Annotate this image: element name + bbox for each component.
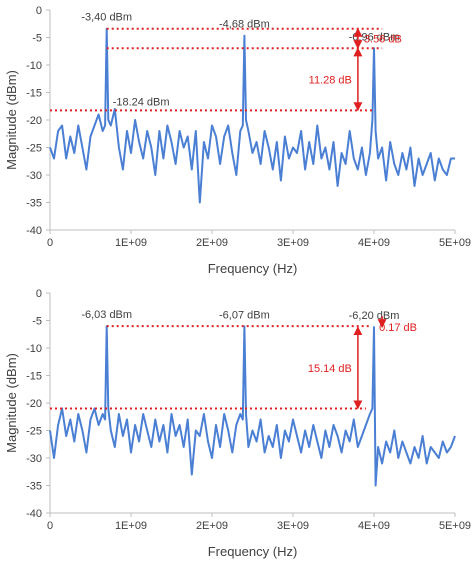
- y-tick-label: -35: [26, 198, 42, 210]
- y-tick-label: -25: [26, 426, 42, 438]
- x-axis-title: Frequency (Hz): [208, 261, 298, 276]
- y-tick-label: -5: [32, 33, 42, 45]
- y-tick-label: -40: [26, 508, 42, 520]
- x-tick-label: 3E+09: [277, 520, 309, 532]
- y-tick-label: -30: [26, 170, 42, 182]
- spectrum-series-line: [50, 29, 455, 203]
- y-axis-title: Magnitude (dBm): [4, 70, 19, 170]
- x-tick-label: 2E+09: [196, 520, 228, 532]
- x-tick-label: 3E+09: [277, 237, 309, 249]
- x-tick-label: 4E+09: [358, 237, 390, 249]
- y-tick-label: -30: [26, 453, 42, 465]
- y-tick-label: -5: [32, 316, 42, 328]
- y-tick-label: -20: [26, 398, 42, 410]
- x-tick-label: 0: [47, 237, 53, 249]
- y-tick-label: -25: [26, 143, 42, 155]
- x-tick-label: 0: [47, 520, 53, 532]
- x-tick-label: 1E+09: [115, 237, 147, 249]
- x-tick-label: 5E+09: [439, 237, 471, 249]
- y-tick-label: -15: [26, 88, 42, 100]
- x-tick-label: 5E+09: [439, 520, 471, 532]
- x-tick-label: 4E+09: [358, 520, 390, 532]
- y-tick-label: -10: [26, 60, 42, 72]
- x-tick-label: 1E+09: [115, 520, 147, 532]
- delta-label: 0.17 dB: [379, 322, 417, 334]
- delta-label: 3.56 dB: [364, 33, 402, 45]
- y-tick-label: 0: [36, 5, 42, 17]
- spectrum-series-line: [50, 326, 455, 485]
- y-tick-label: -40: [26, 225, 42, 237]
- x-tick-label: 2E+09: [196, 237, 228, 249]
- peak-label: -6,07 dBm: [219, 309, 270, 321]
- noise-floor-label: -18.24 dBm: [113, 96, 170, 108]
- peak-label: -6,03 dBm: [81, 309, 132, 321]
- delta-label: 15.14 dB: [308, 363, 352, 375]
- peak-label: -3,40 dBm: [81, 12, 132, 24]
- y-tick-label: -35: [26, 481, 42, 493]
- spectrum-chart-top: 0 -5 -10 -15 -20 -25 -30 -35 -40 0 1E+09 2E+09 3E+09…: [0, 0, 474, 283]
- peak-label: -4,68 dBm: [219, 19, 270, 31]
- y-tick-label: 0: [36, 288, 42, 300]
- delta-label: 11.28 dB: [309, 74, 352, 86]
- y-tick-label: -20: [26, 115, 42, 127]
- spectrum-chart-bottom: 0 -5 -10 -15 -20 -25 -30 -35 -40 0 1E+09 2E+09 3E+09…: [0, 283, 474, 566]
- peak-label: -6,20 dBm: [349, 310, 400, 322]
- y-tick-label: -15: [26, 371, 42, 383]
- x-axis-title: Frequency (Hz): [208, 544, 298, 559]
- y-tick-label: -10: [26, 343, 42, 355]
- y-axis-title: Magnitude (dBm): [4, 353, 19, 453]
